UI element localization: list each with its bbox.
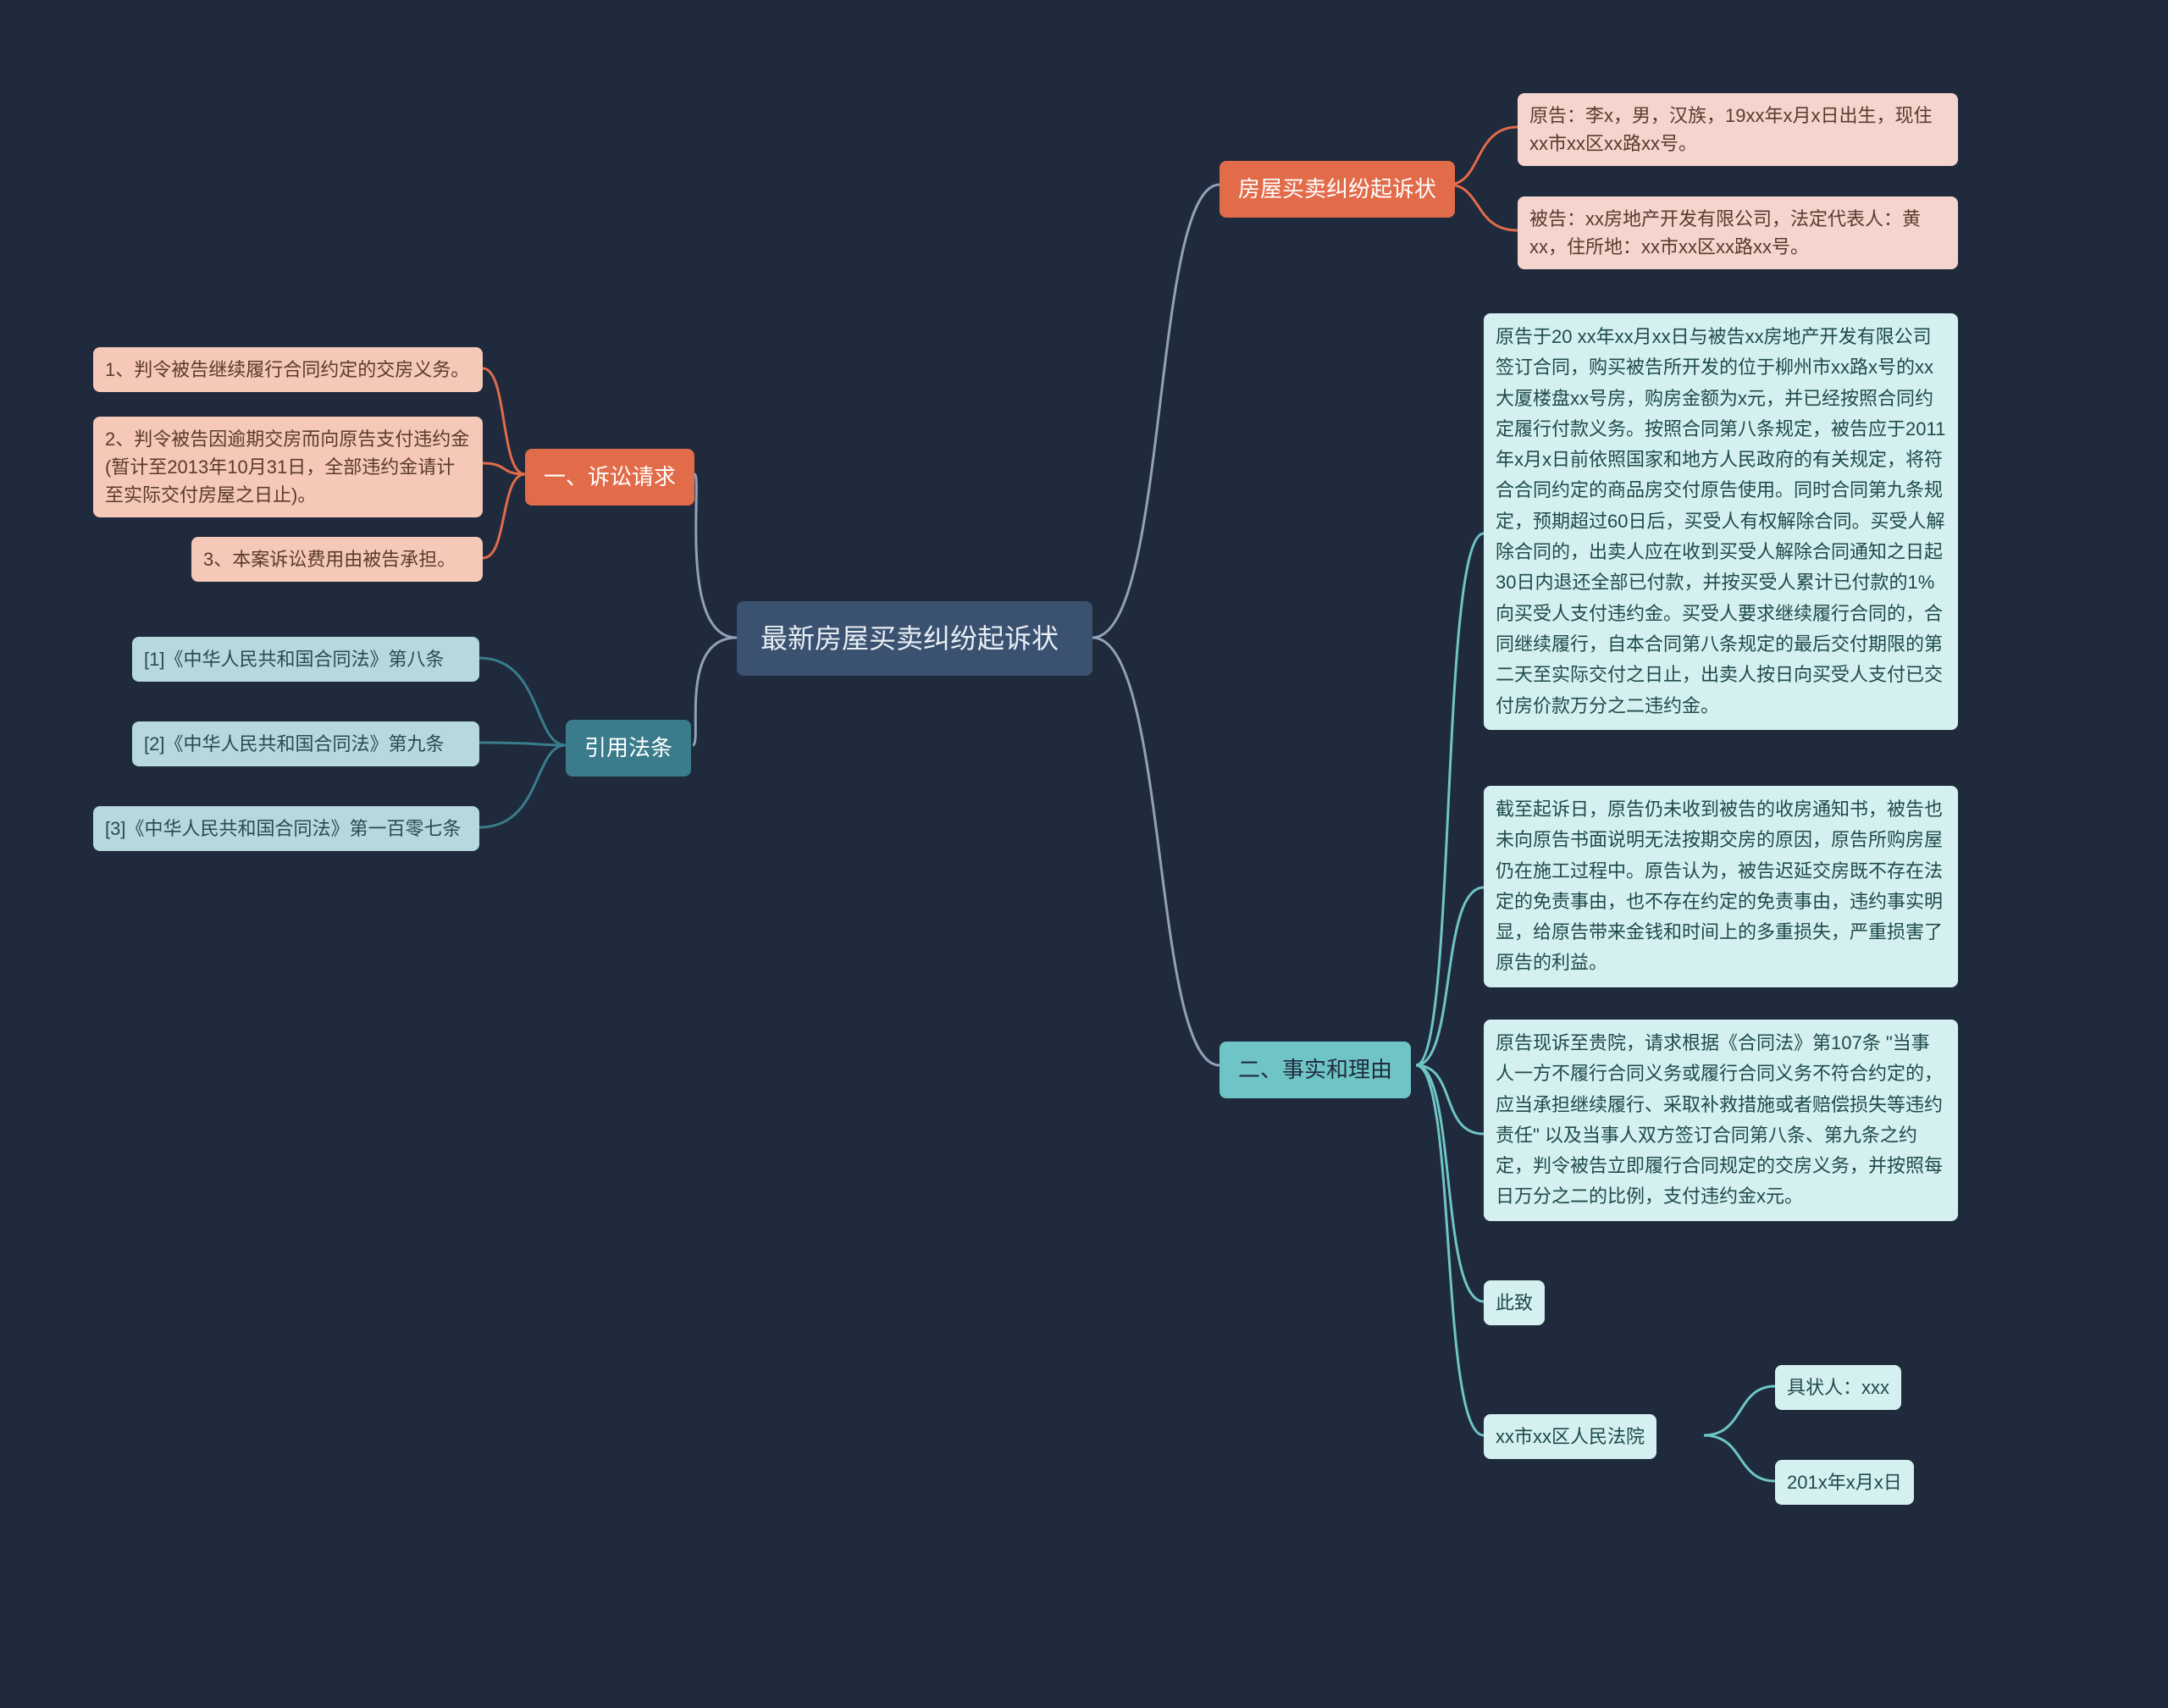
leaf-facts-p3[interactable]: 原告现诉至贵院，请求根据《合同法》第107条 "当事人一方不履行合同义务或履行合…	[1484, 1020, 1958, 1221]
branch-parties[interactable]: 房屋买卖纠纷起诉状	[1220, 161, 1455, 218]
branch-laws[interactable]: 引用法条	[566, 720, 691, 777]
leaf-court[interactable]: xx市xx区人民法院	[1484, 1414, 1656, 1459]
leaf-filer[interactable]: 具状人：xxx	[1775, 1365, 1901, 1410]
leaf-claim-2[interactable]: 2、判令被告因逾期交房而向原告支付违约金(暂计至2013年10月31日，全部违约…	[93, 417, 483, 517]
leaf-claim-1[interactable]: 1、判令被告继续履行合同约定的交房义务。	[93, 347, 483, 392]
leaf-law-2[interactable]: [2]《中华人民共和国合同法》第九条	[132, 721, 479, 766]
leaf-closing[interactable]: 此致	[1484, 1280, 1545, 1325]
leaf-party-plaintiff[interactable]: 原告：李x，男，汉族，19xx年x月x日出生，现住xx市xx区xx路xx号。	[1518, 93, 1958, 166]
leaf-facts-p1[interactable]: 原告于20 xx年xx月xx日与被告xx房地产开发有限公司签订合同，购买被告所开…	[1484, 313, 1958, 730]
leaf-law-3[interactable]: [3]《中华人民共和国合同法》第一百零七条	[93, 806, 479, 851]
branch-facts[interactable]: 二、事实和理由	[1220, 1042, 1411, 1098]
root-node[interactable]: 最新房屋买卖纠纷起诉状	[737, 601, 1092, 676]
leaf-party-defendant[interactable]: 被告：xx房地产开发有限公司，法定代表人：黄xx，住所地：xx市xx区xx路xx…	[1518, 196, 1958, 269]
branch-claims[interactable]: 一、诉讼请求	[525, 449, 694, 506]
leaf-law-1[interactable]: [1]《中华人民共和国合同法》第八条	[132, 637, 479, 682]
leaf-date[interactable]: 201x年x月x日	[1775, 1460, 1914, 1505]
leaf-facts-p2[interactable]: 截至起诉日，原告仍未收到被告的收房通知书，被告也未向原告书面说明无法按期交房的原…	[1484, 786, 1958, 987]
leaf-claim-3[interactable]: 3、本案诉讼费用由被告承担。	[191, 537, 483, 582]
